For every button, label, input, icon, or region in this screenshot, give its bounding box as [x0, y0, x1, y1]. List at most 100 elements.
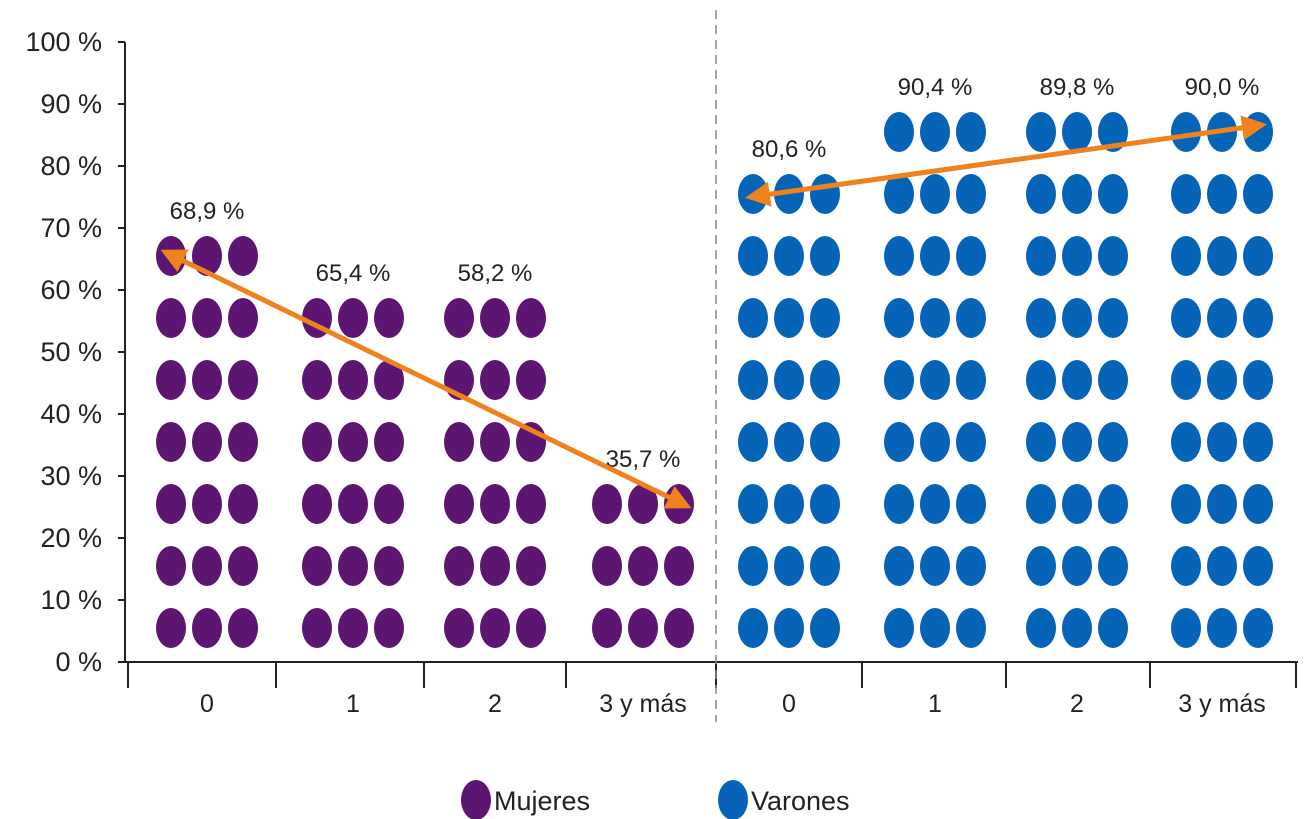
data-dot	[302, 360, 332, 400]
x-axis: 0 1 2 3 y más 0 1 2 3 y más	[125, 10, 1298, 722]
data-dot	[1207, 608, 1237, 648]
data-dot	[664, 546, 694, 586]
y-tick-label: 10 %	[40, 585, 102, 615]
data-dot	[228, 298, 258, 338]
data-dot	[1026, 236, 1056, 276]
data-dot	[920, 298, 950, 338]
data-dot	[810, 484, 840, 524]
x-category-label: 0	[200, 690, 214, 718]
data-dot	[1026, 484, 1056, 524]
data-dot	[738, 236, 768, 276]
data-dot	[884, 484, 914, 524]
data-dot	[444, 422, 474, 462]
data-dot	[516, 484, 546, 524]
data-dot	[664, 608, 694, 648]
data-label: 65,4 %	[316, 260, 391, 287]
data-dot	[738, 422, 768, 462]
data-dot	[1026, 546, 1056, 586]
data-dot	[338, 422, 368, 462]
data-dot	[1243, 236, 1273, 276]
data-dot	[192, 608, 222, 648]
data-dot	[920, 174, 950, 214]
data-dot	[810, 422, 840, 462]
data-dot	[1062, 174, 1092, 214]
data-dot	[592, 546, 622, 586]
data-dot	[920, 236, 950, 276]
data-dot	[884, 236, 914, 276]
trend-arrow-mujeres	[160, 249, 692, 509]
data-dot	[628, 608, 658, 648]
data-dot	[1062, 112, 1092, 152]
data-dot	[192, 422, 222, 462]
data-dot	[516, 360, 546, 400]
data-dot	[444, 484, 474, 524]
data-dot	[884, 608, 914, 648]
data-dot	[480, 546, 510, 586]
data-dot	[956, 360, 986, 400]
data-dot	[374, 484, 404, 524]
dot-column-varones-3	[1171, 112, 1273, 648]
data-dot	[884, 422, 914, 462]
data-dot	[1243, 360, 1273, 400]
data-dot	[1207, 174, 1237, 214]
data-dot	[1171, 174, 1201, 214]
y-tick-label: 30 %	[40, 461, 102, 491]
data-dot	[302, 422, 332, 462]
data-dot	[1062, 608, 1092, 648]
legend-swatch	[461, 780, 491, 819]
data-dot	[338, 298, 368, 338]
data-label: 90,4 %	[898, 74, 973, 101]
data-dot	[1026, 112, 1056, 152]
data-dot	[338, 360, 368, 400]
data-dot	[1207, 236, 1237, 276]
data-dot	[1171, 608, 1201, 648]
data-dot	[374, 608, 404, 648]
data-dot	[1098, 298, 1128, 338]
y-tick-label: 20 %	[40, 523, 102, 553]
x-category-label: 1	[928, 690, 942, 718]
data-dot	[920, 484, 950, 524]
data-dot	[228, 422, 258, 462]
data-dot	[1243, 608, 1273, 648]
dot-column-varones-1	[884, 112, 986, 648]
data-dot	[1098, 546, 1128, 586]
data-dot	[156, 546, 186, 586]
y-tick-label: 90 %	[40, 89, 102, 119]
data-dot	[1171, 236, 1201, 276]
data-dot	[1026, 174, 1056, 214]
data-dot	[1207, 298, 1237, 338]
trend-arrows	[160, 115, 1267, 509]
y-tick-label: 50 %	[40, 337, 102, 367]
dot-column-mujeres-3	[592, 484, 694, 648]
data-dot	[192, 360, 222, 400]
data-dot	[480, 422, 510, 462]
data-dot	[1062, 546, 1092, 586]
data-dot	[1243, 174, 1273, 214]
data-dot	[956, 298, 986, 338]
data-dot	[1243, 546, 1273, 586]
data-dot	[1207, 422, 1237, 462]
data-dot	[810, 360, 840, 400]
y-tick-label: 100 %	[25, 27, 102, 57]
data-dot	[1243, 298, 1273, 338]
data-dot	[1062, 298, 1092, 338]
data-dot	[1026, 360, 1056, 400]
data-dot	[774, 422, 804, 462]
data-dot	[1171, 298, 1201, 338]
x-category-label: 3 y más	[599, 690, 687, 718]
data-dot	[480, 608, 510, 648]
x-category-label: 2	[1070, 690, 1084, 718]
legend-item-varones: Varones	[718, 780, 850, 819]
data-dot	[338, 608, 368, 648]
data-dot	[810, 546, 840, 586]
data-dot	[156, 422, 186, 462]
data-dot	[628, 546, 658, 586]
data-dot	[480, 360, 510, 400]
data-dot	[192, 546, 222, 586]
data-dot	[956, 174, 986, 214]
data-dot	[738, 484, 768, 524]
data-dot	[302, 484, 332, 524]
dot-column-mujeres-1	[302, 298, 404, 648]
data-dot	[774, 360, 804, 400]
data-dot	[1098, 484, 1128, 524]
